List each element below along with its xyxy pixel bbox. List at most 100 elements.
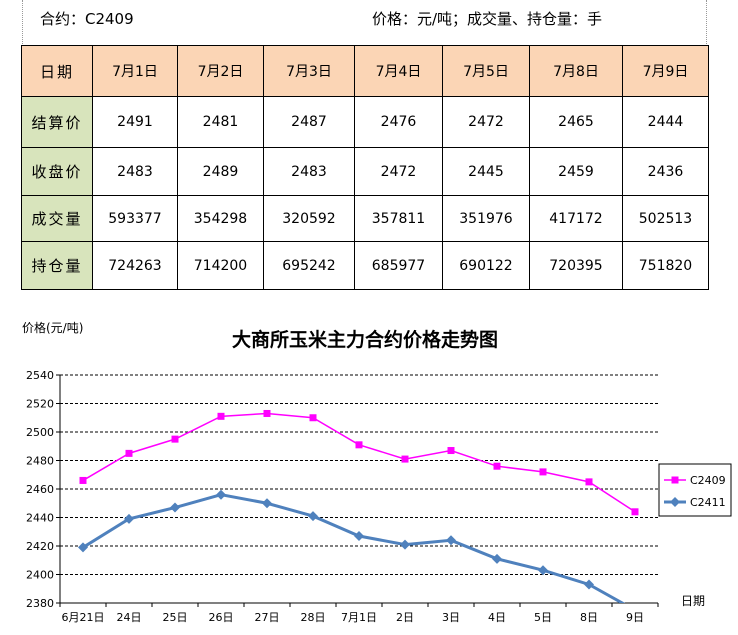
chart-legend: C2409 C2411 xyxy=(658,463,732,517)
legend-label: C2409 xyxy=(690,474,726,487)
data-point-c2409 xyxy=(493,462,501,470)
row-label: 成交量 xyxy=(21,195,93,242)
data-point-c2409 xyxy=(355,441,363,449)
x-tick-label: 3日 xyxy=(442,611,460,624)
data-point-c2411 xyxy=(78,542,88,553)
data-point-c2411 xyxy=(492,553,502,564)
table-corner-cell: 日期 xyxy=(21,45,93,97)
x-tick-label: 8日 xyxy=(580,611,598,624)
x-tick-label: 2日 xyxy=(396,611,414,624)
price-trend-chart: 2380 2400 2420 2440 2460 2480 2500 2520 2540 6月21… xyxy=(22,320,732,624)
table-header-row: 日期 7月1日 7月2日 7月3日 7月4日 7月5日 7月8日 7月9日 xyxy=(21,45,709,97)
quotes-table: 日期 7月1日 7月2日 7月3日 7月4日 7月5日 7月8日 7月9日 结算… xyxy=(21,45,709,290)
data-point-c2409 xyxy=(585,478,593,486)
y-tick-label: 2420 xyxy=(26,540,54,553)
x-tick-label: 24日 xyxy=(117,611,142,624)
y-tick-label: 2440 xyxy=(26,512,54,525)
table-cell: 714200 xyxy=(177,241,264,290)
table-cell: 351976 xyxy=(442,195,530,242)
table-cell: 2476 xyxy=(354,96,443,148)
table-cell: 2483 xyxy=(92,147,178,196)
data-point-c2411 xyxy=(538,565,548,576)
table-row: 结算价 2491 2481 2487 2476 2472 2465 2444 xyxy=(21,96,709,148)
legend-box xyxy=(658,463,732,517)
data-point-c2409 xyxy=(79,476,87,484)
date-header: 7月1日 xyxy=(92,45,178,97)
legend-marker xyxy=(671,476,679,484)
table-cell: 2445 xyxy=(442,147,530,196)
table-cell: 417172 xyxy=(529,195,623,242)
table-cell: 2472 xyxy=(354,147,443,196)
table-cell: 2459 xyxy=(529,147,623,196)
table-cell: 2436 xyxy=(622,147,709,196)
data-point-c2411 xyxy=(216,489,226,500)
series-line-c2411 xyxy=(82,493,626,603)
chart-title: 大商所玉米主力合约价格走势图 xyxy=(232,328,498,351)
chart-series xyxy=(78,409,639,603)
date-header: 7月3日 xyxy=(263,45,355,97)
data-point-c2409 xyxy=(631,508,639,516)
table-cell: 695242 xyxy=(263,241,355,290)
table-cell: 690122 xyxy=(442,241,530,290)
legend-marker xyxy=(670,497,680,507)
y-tick-label: 2540 xyxy=(26,369,54,382)
y-tick-label: 2380 xyxy=(26,597,54,610)
table-cell: 320592 xyxy=(263,195,355,242)
x-tick-label: 9日 xyxy=(626,611,644,624)
table-cell: 502513 xyxy=(622,195,709,242)
y-tick-label: 2400 xyxy=(26,569,54,582)
data-point-c2409 xyxy=(217,412,225,420)
chart-grid xyxy=(60,374,658,575)
data-point-c2411 xyxy=(400,539,410,550)
table-cell: 2444 xyxy=(622,96,709,148)
contract-label: 合约：C2409 xyxy=(40,10,134,28)
data-point-c2409 xyxy=(539,468,547,476)
data-point-c2409 xyxy=(401,455,409,463)
x-tick-label: 5日 xyxy=(534,611,552,624)
date-header: 7月5日 xyxy=(442,45,530,97)
x-tick-label: 4日 xyxy=(488,611,506,624)
date-header: 7月9日 xyxy=(622,45,709,97)
data-point-c2409 xyxy=(171,435,179,443)
table-row: 持仓量 724263 714200 695242 685977 690122 7… xyxy=(21,241,709,290)
data-point-c2411 xyxy=(584,579,594,590)
table-cell: 2483 xyxy=(263,147,355,196)
table-cell: 724263 xyxy=(92,241,178,290)
data-point-c2411 xyxy=(124,513,134,524)
table-cell: 2487 xyxy=(263,96,355,148)
row-label: 持仓量 xyxy=(21,241,93,290)
data-point-c2411 xyxy=(308,511,318,522)
x-tick-label: 28日 xyxy=(301,611,326,624)
legend-label: C2411 xyxy=(690,496,726,509)
data-point-c2409 xyxy=(309,414,317,422)
table-cell: 751820 xyxy=(622,241,709,290)
header-divider-left xyxy=(22,0,24,44)
table-row: 收盘价 2483 2489 2483 2472 2445 2459 2436 xyxy=(21,147,709,196)
x-tick-label: 25日 xyxy=(163,611,188,624)
table-cell: 357811 xyxy=(354,195,443,242)
table-cell: 2465 xyxy=(529,96,623,148)
data-point-c2409 xyxy=(447,447,455,455)
table-cell: 2481 xyxy=(177,96,264,148)
x-tick-label: 7月1日 xyxy=(341,611,377,624)
table-row: 成交量 593377 354298 320592 357811 351976 4… xyxy=(21,195,709,242)
x-tick-label: 26日 xyxy=(209,611,234,624)
date-header: 7月2日 xyxy=(177,45,264,97)
data-point-c2411 xyxy=(170,502,180,513)
data-point-c2411 xyxy=(354,531,364,542)
data-point-c2409 xyxy=(125,449,133,457)
date-header: 7月4日 xyxy=(354,45,443,97)
x-axis-label: 日期 xyxy=(681,594,705,608)
chart-axes: 2380 2400 2420 2440 2460 2480 2500 2520 2540 6月21… xyxy=(26,369,659,624)
table-cell: 2491 xyxy=(92,96,178,148)
y-tick-label: 2520 xyxy=(26,398,54,411)
table-cell: 593377 xyxy=(92,195,178,242)
table-cell: 720395 xyxy=(529,241,623,290)
data-point-c2411 xyxy=(262,498,272,509)
units-label: 价格：元/吨；成交量、持仓量：手 xyxy=(372,10,603,28)
header-divider-right xyxy=(706,0,708,44)
data-point-c2411 xyxy=(446,535,456,546)
row-label: 结算价 xyxy=(21,96,93,148)
table-cell: 2472 xyxy=(442,96,530,148)
data-point-c2409 xyxy=(263,409,271,417)
